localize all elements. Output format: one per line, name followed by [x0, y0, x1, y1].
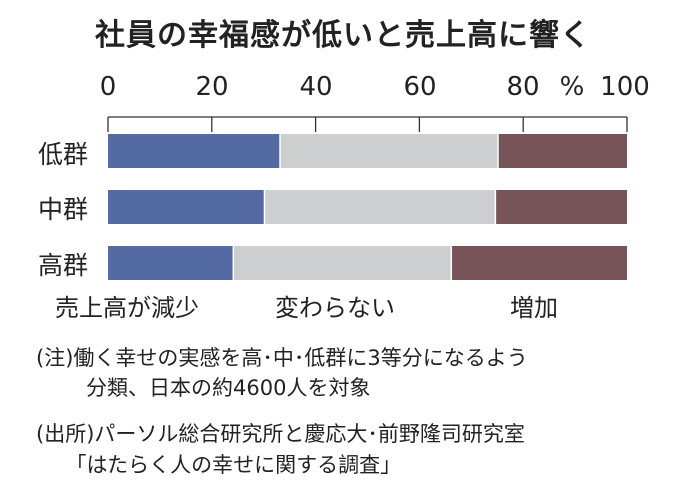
x-tick-label: 60 — [403, 72, 437, 102]
legend-label-unchanged: 変わらない — [275, 294, 395, 322]
note-line: (注)働く幸せの実感を高･中･低群に3等分になるよう — [36, 346, 528, 370]
x-tick-label: 40 — [299, 72, 333, 102]
source-line: ｢はたらく人の幸せに関する調査｣ — [76, 453, 391, 477]
bar-segment — [498, 134, 627, 168]
bar-segment — [108, 134, 280, 168]
bar-segment — [265, 190, 495, 224]
x-tick-label: 0 — [99, 72, 117, 102]
bar-segment — [452, 246, 627, 280]
category-label: 高群 — [38, 251, 89, 280]
x-tick-label: 100 — [600, 72, 650, 102]
bar-segment — [496, 190, 627, 224]
source-line: (出所)パーソル総合研究所と慶応大･前野隆司研究室 — [36, 422, 525, 446]
bar-segment — [234, 246, 451, 280]
category-label: 中群 — [38, 195, 89, 224]
legend-label-increase: 増加 — [510, 294, 558, 322]
note-line: 分類、日本の約4600人を対象 — [86, 376, 371, 400]
legend-label-decrease: 売上高が減少 — [55, 294, 199, 322]
category-label: 低群 — [38, 140, 89, 169]
bar-segment — [108, 246, 233, 280]
x-tick-label: 20 — [195, 72, 229, 102]
x-tick-label: 80 — [506, 72, 540, 102]
bar-segment — [108, 190, 264, 224]
chart-title: 社員の幸福感が低いと売上高に響く — [95, 18, 591, 53]
unit-label: % — [559, 72, 585, 102]
bar-segment — [280, 134, 498, 168]
